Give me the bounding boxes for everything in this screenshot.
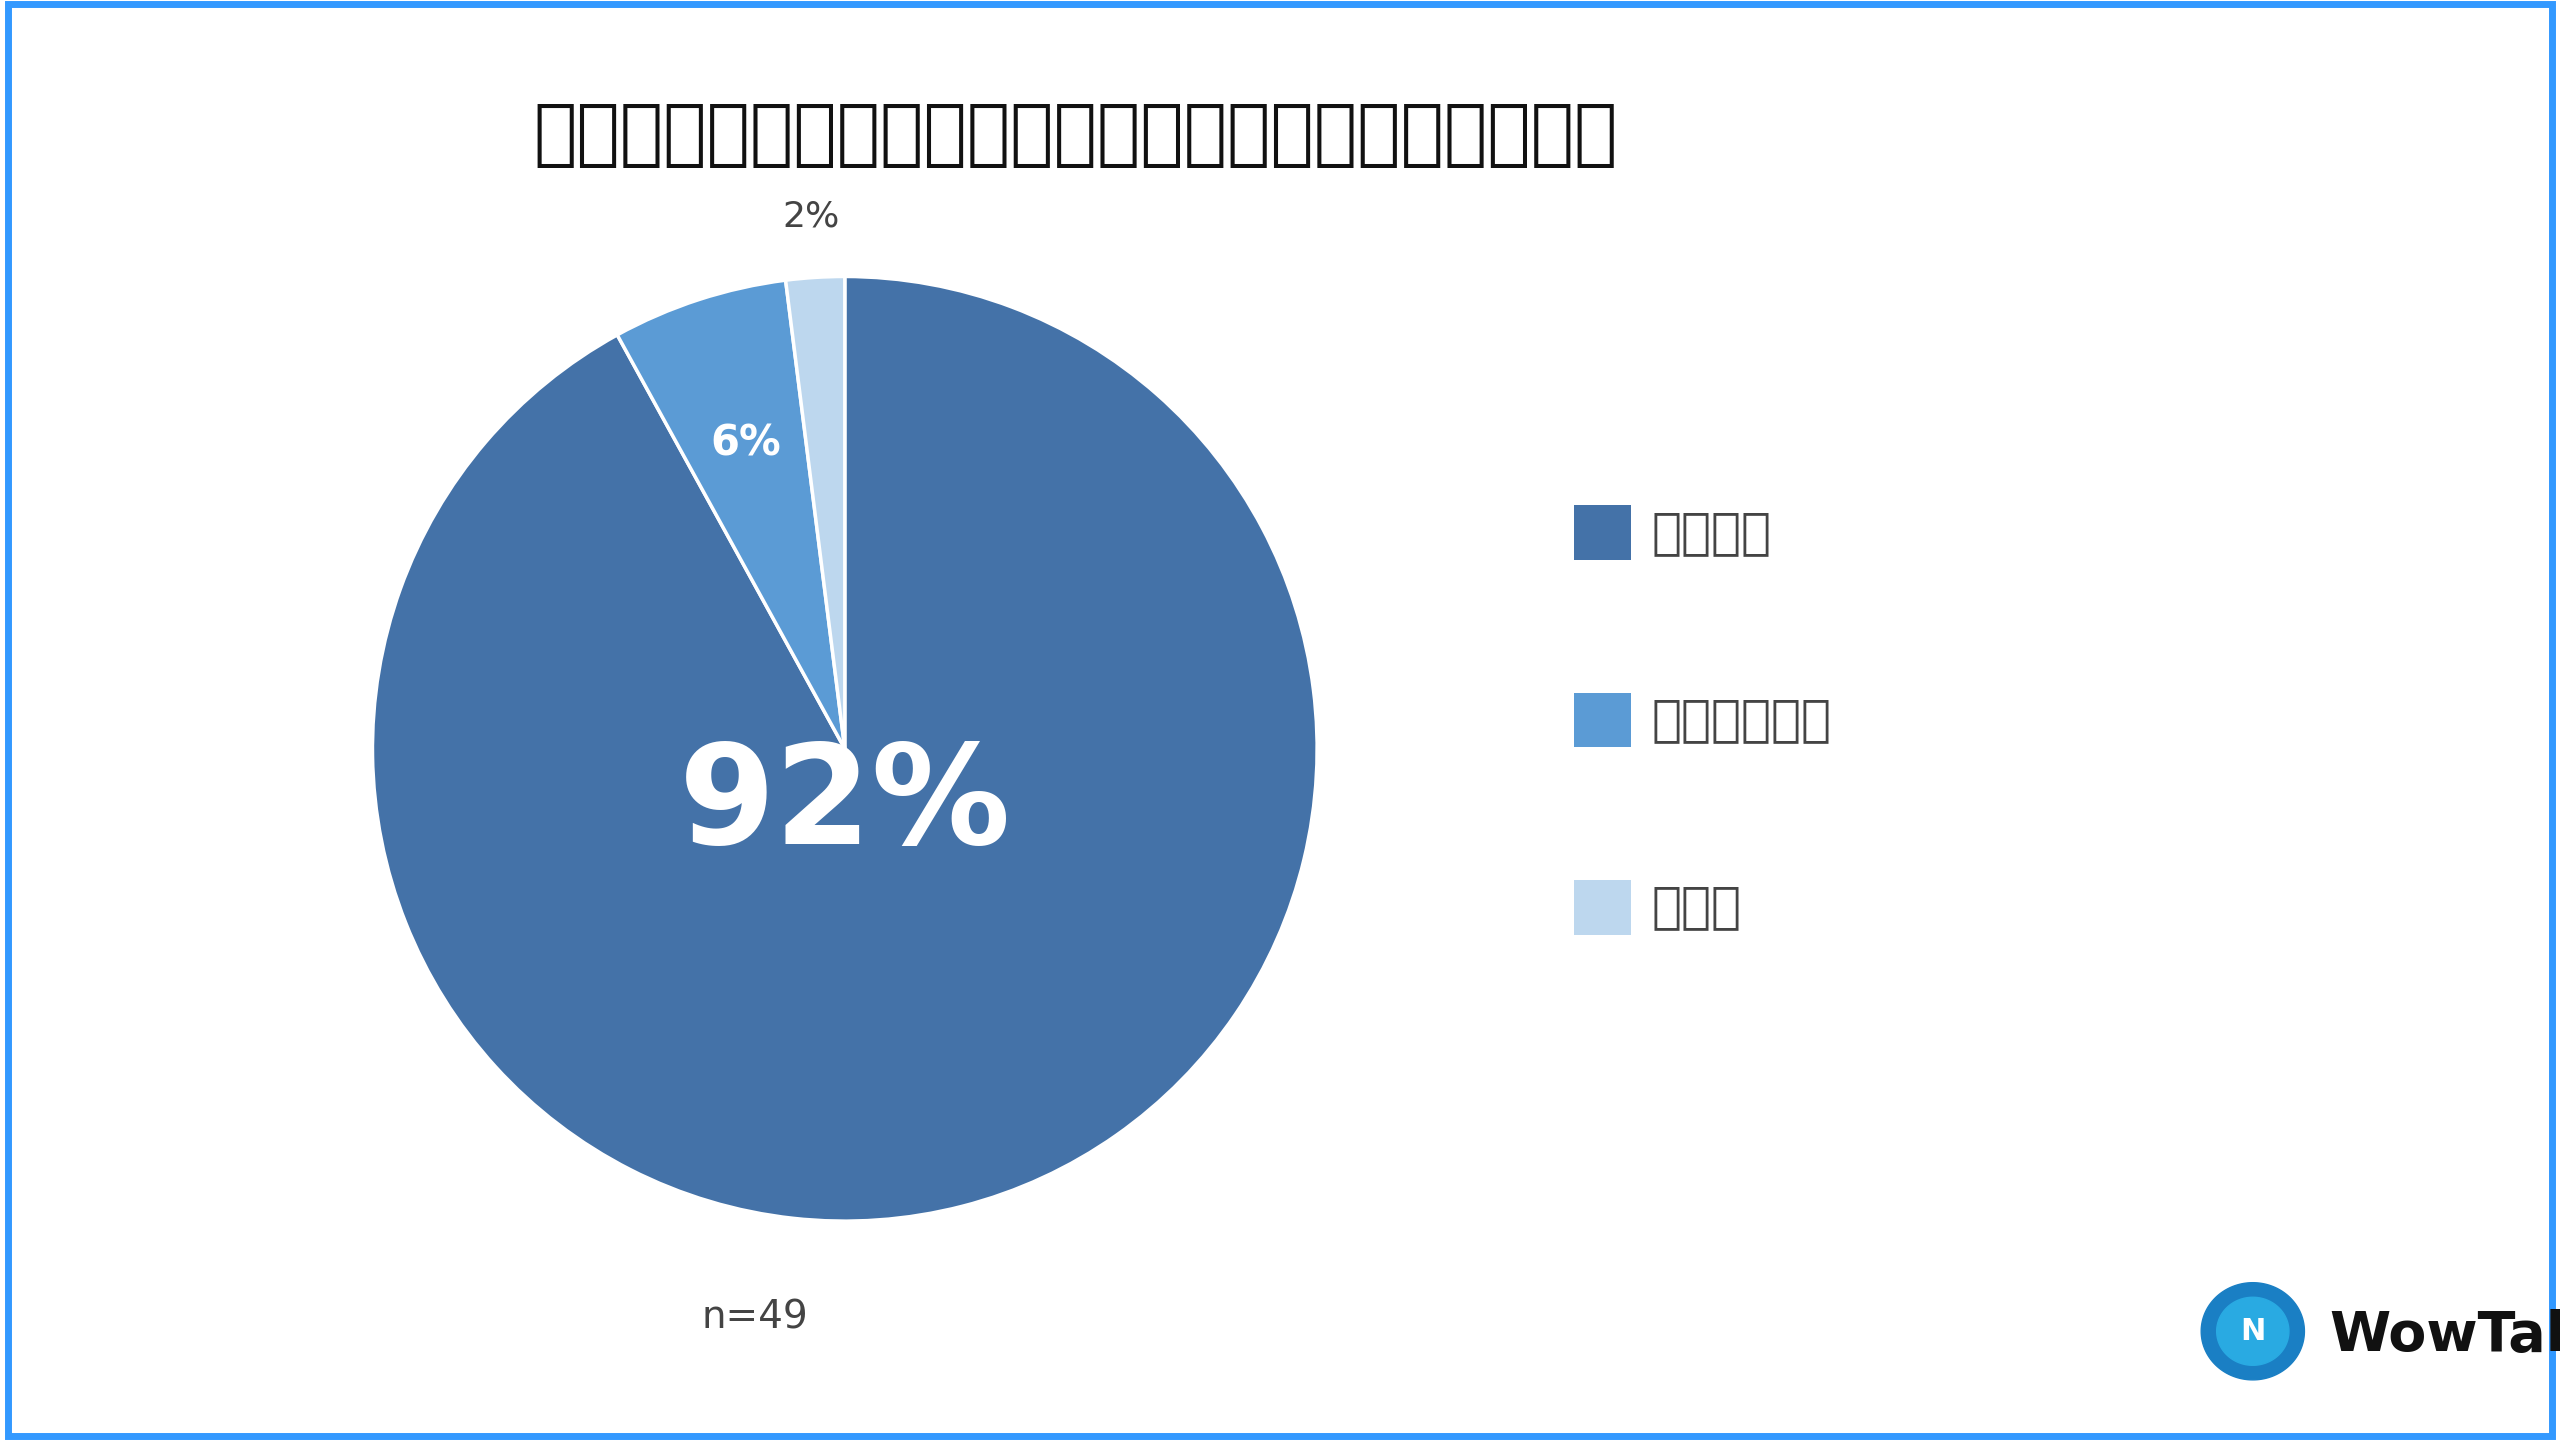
Text: N: N <box>2240 1316 2266 1346</box>
Text: 各行政機関におけるチャットツールの利用状況について: 各行政機関におけるチャットツールの利用状況について <box>532 101 1618 170</box>
Polygon shape <box>2217 1297 2289 1365</box>
Wedge shape <box>374 276 1316 1221</box>
Text: 2%: 2% <box>783 199 840 233</box>
Polygon shape <box>2202 1283 2304 1380</box>
Text: 6%: 6% <box>709 422 781 464</box>
Text: 今後導入予定: 今後導入予定 <box>1651 696 1830 744</box>
Text: n=49: n=49 <box>701 1299 809 1336</box>
Wedge shape <box>617 281 845 749</box>
Wedge shape <box>786 276 845 749</box>
Text: WowTalk: WowTalk <box>2330 1309 2560 1364</box>
Text: 92%: 92% <box>678 737 1011 873</box>
Text: 導入済み: 導入済み <box>1651 508 1772 557</box>
Text: 未導入: 未導入 <box>1651 883 1741 932</box>
